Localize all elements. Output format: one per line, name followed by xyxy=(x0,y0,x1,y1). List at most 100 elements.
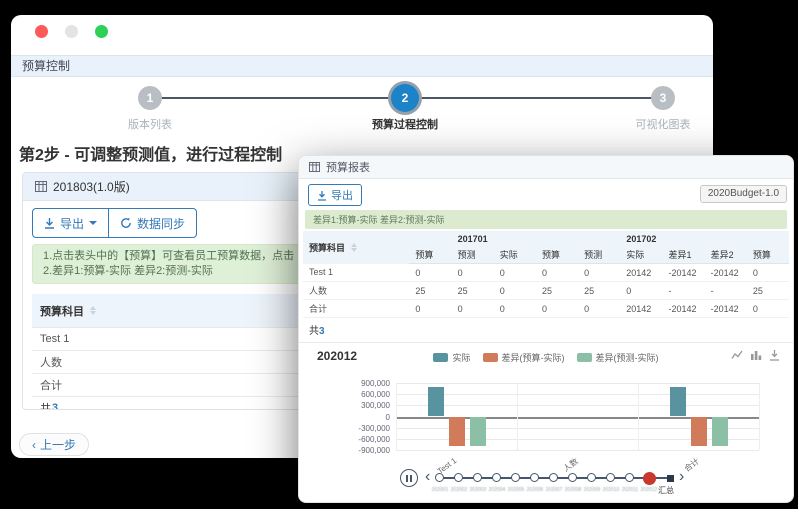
minimize-traffic-light[interactable] xyxy=(65,25,78,38)
table-icon xyxy=(309,162,320,172)
chart-bar-差异(预测-实际)[interactable] xyxy=(469,416,486,446)
refresh-icon xyxy=(120,217,132,229)
column-header[interactable]: 预测 xyxy=(451,246,494,264)
save-image-icon[interactable] xyxy=(769,349,780,361)
zoom-traffic-light[interactable] xyxy=(95,25,108,38)
cell-value: 0 xyxy=(535,299,579,318)
cell-value: 0 xyxy=(578,299,621,318)
legend-item[interactable]: 实际 xyxy=(433,351,471,364)
timeline-point-202002[interactable] xyxy=(454,473,463,482)
chevron-down-icon xyxy=(89,221,98,225)
cell-value: 0 xyxy=(493,299,536,318)
timeline-label: 202003 xyxy=(469,487,487,493)
step-3-circle[interactable]: 3 xyxy=(651,86,675,110)
sort-icon[interactable] xyxy=(351,242,358,252)
y-axis-tick-label: 0 xyxy=(385,412,390,422)
subject-header[interactable]: 预算科目 xyxy=(303,231,410,264)
sort-icon[interactable] xyxy=(90,306,96,315)
gridline xyxy=(396,438,759,440)
total-number: 3 xyxy=(319,326,325,337)
legend-swatch xyxy=(576,353,592,362)
step-2-circle[interactable]: 2 xyxy=(391,84,419,112)
timeline-label: 202005 xyxy=(507,487,525,493)
cell-value: -20142 xyxy=(704,263,747,282)
timeline-point-202008[interactable] xyxy=(568,473,577,482)
timeline-point-202007[interactable] xyxy=(549,473,558,482)
legend-item[interactable]: 差异(预测-实际) xyxy=(576,351,659,364)
chevron-left-icon: ‹ xyxy=(32,437,36,452)
table-row: 人数 25 25 0 25 25 0- -25 xyxy=(303,281,789,300)
button-group: 导出 数据同步 xyxy=(32,208,198,238)
table-row: 合计 0 0 0 0 0 20142 -20142 -20142 0 xyxy=(303,299,789,318)
timeline-point-202011[interactable] xyxy=(625,473,634,482)
column-header[interactable]: 预测 xyxy=(578,246,621,264)
timeline-label: 202008 xyxy=(564,487,582,493)
chart-legend: 实际 差异(预算-实际) 差异(预测-实际) xyxy=(299,351,793,364)
timeline-point-202001[interactable] xyxy=(435,473,444,482)
column-header[interactable]: 预算 xyxy=(746,246,789,264)
timeline-point-202009[interactable] xyxy=(587,473,596,482)
data-sync-button[interactable]: 数据同步 xyxy=(108,208,198,238)
timeline-prev-icon[interactable]: ‹ xyxy=(425,468,431,485)
subject-header-label: 预算科目 xyxy=(40,305,84,318)
gridline-vertical xyxy=(638,383,639,450)
column-header[interactable]: 实际 xyxy=(620,246,663,264)
total-number: 3 xyxy=(52,401,59,410)
budget-report-window: 预算报表 导出 2020Budget-1.0 差异1:预算-实际 差异2:预测-… xyxy=(298,155,794,503)
row-subject: 合计 xyxy=(32,373,350,396)
bar-chart-icon[interactable] xyxy=(750,349,762,361)
version-badge[interactable]: 2020Budget-1.0 xyxy=(699,185,787,203)
legend-item[interactable]: 差异(预算-实际) xyxy=(482,351,565,364)
timeline-point-202005[interactable] xyxy=(511,473,520,482)
previous-step-button[interactable]: ‹ 上一步 xyxy=(19,433,90,456)
timeline-summary-label: 汇总 xyxy=(658,486,674,495)
report-window-header: 预算报表 xyxy=(299,156,793,179)
column-header[interactable]: 差异2 xyxy=(704,246,747,264)
report-export-button[interactable]: 导出 xyxy=(308,184,362,206)
legend-swatch xyxy=(433,353,449,362)
timeline-point-summary[interactable] xyxy=(666,474,674,482)
close-traffic-light[interactable] xyxy=(35,25,48,38)
timeline-point-202003[interactable] xyxy=(473,473,482,482)
column-header[interactable]: 实际 xyxy=(493,246,536,264)
gridline xyxy=(396,416,759,419)
chart-bar-差异(预算-实际)[interactable] xyxy=(448,416,465,447)
y-axis-tick-label: -900,000 xyxy=(358,446,390,455)
timeline-next-icon[interactable]: › xyxy=(679,468,685,485)
column-group-201701: 201701 xyxy=(409,231,536,246)
cell-value: 0 xyxy=(578,263,621,282)
timeline-control: ‹ › 202001 202002 202003 202004 202005 202006… xyxy=(299,456,793,502)
download-icon xyxy=(44,217,55,229)
cell-value: 0 xyxy=(409,299,452,318)
table-subheader-row: 预算 预测 实际 预算 预测 实际 差异1 差异2 预算 xyxy=(303,246,789,264)
cell-value: 25 xyxy=(746,281,789,300)
total-prefix: 共 xyxy=(40,402,51,410)
subject-header[interactable]: 预算科目 xyxy=(32,294,350,328)
export-button[interactable]: 导出 xyxy=(32,208,110,238)
diff-note: 差异1:预算-实际 差异2:预测-实际 xyxy=(305,210,787,229)
timeline-label: 202002 xyxy=(450,487,468,493)
step-2-label: 预算过程控制 xyxy=(372,119,438,131)
report-total-count: 共3 xyxy=(299,318,793,337)
chart-title: 202012 xyxy=(317,349,358,363)
chart-bar-实际[interactable] xyxy=(669,386,686,417)
cell-value: 25 xyxy=(535,281,579,300)
gridline-vertical xyxy=(517,383,518,450)
chart-bar-差异(预测-实际)[interactable] xyxy=(711,416,728,446)
timeline-label: 202007 xyxy=(545,487,563,493)
row-subject: 人数 xyxy=(303,281,410,300)
pause-button[interactable] xyxy=(400,469,418,487)
timeline-point-202010[interactable] xyxy=(606,473,615,482)
timeline-point-202006[interactable] xyxy=(530,473,539,482)
column-header[interactable]: 预算 xyxy=(409,246,452,264)
step-1-circle[interactable]: 1 xyxy=(138,86,162,110)
chart-bar-差异(预算-实际)[interactable] xyxy=(690,416,707,447)
column-header[interactable]: 预算 xyxy=(535,246,579,264)
timeline-point-202012[interactable] xyxy=(642,471,656,485)
timeline-point-202004[interactable] xyxy=(492,473,501,482)
cell-value: 0 xyxy=(746,299,789,318)
timeline-label: 202009 xyxy=(583,487,601,493)
chart-bar-实际[interactable] xyxy=(427,386,444,417)
column-header[interactable]: 差异1 xyxy=(662,246,705,264)
line-chart-icon[interactable] xyxy=(731,349,743,361)
